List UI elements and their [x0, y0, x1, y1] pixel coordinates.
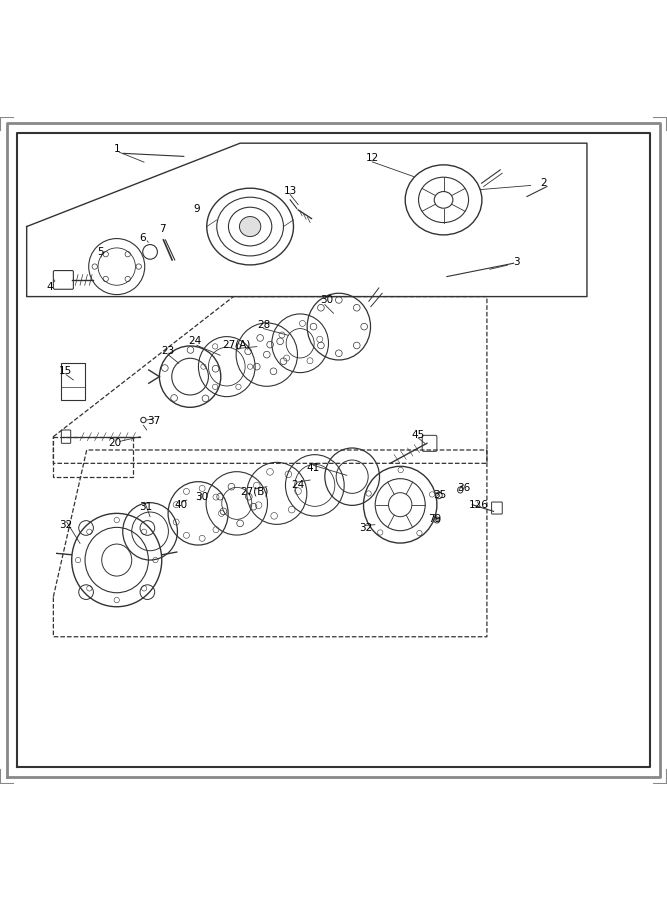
Text: 35: 35: [434, 490, 447, 500]
Text: 12: 12: [366, 153, 379, 163]
Text: 30: 30: [320, 295, 334, 305]
Text: 28: 28: [257, 320, 270, 329]
Bar: [61, 364, 85, 400]
Text: 32: 32: [59, 519, 72, 530]
Text: 30: 30: [195, 491, 208, 501]
Text: 24: 24: [291, 480, 305, 490]
Ellipse shape: [239, 217, 261, 237]
Text: 41: 41: [307, 463, 320, 473]
Text: 4: 4: [47, 282, 53, 292]
Text: 32: 32: [359, 523, 372, 533]
Text: 27(A): 27(A): [223, 339, 251, 349]
Text: 23: 23: [161, 346, 175, 356]
Text: 31: 31: [139, 501, 152, 512]
Text: 126: 126: [469, 500, 489, 509]
FancyBboxPatch shape: [422, 436, 437, 451]
Text: 7: 7: [159, 223, 165, 234]
Text: 79: 79: [428, 514, 442, 524]
Text: 27(B): 27(B): [241, 486, 269, 497]
FancyBboxPatch shape: [53, 271, 73, 289]
Text: 45: 45: [412, 429, 425, 440]
Text: 36: 36: [457, 483, 470, 493]
Text: 5: 5: [97, 247, 103, 256]
Text: 37: 37: [147, 417, 160, 427]
Text: 6: 6: [139, 233, 145, 243]
Text: 9: 9: [193, 203, 200, 213]
Text: 1: 1: [113, 143, 120, 154]
Text: 2: 2: [540, 178, 547, 188]
Text: 15: 15: [59, 366, 72, 376]
Text: 24: 24: [188, 337, 201, 347]
FancyBboxPatch shape: [492, 502, 502, 514]
Text: 20: 20: [108, 438, 121, 448]
Text: 40: 40: [175, 500, 188, 509]
FancyBboxPatch shape: [61, 430, 71, 444]
Ellipse shape: [434, 192, 453, 208]
Text: 13: 13: [283, 186, 297, 196]
Text: 3: 3: [514, 256, 520, 267]
